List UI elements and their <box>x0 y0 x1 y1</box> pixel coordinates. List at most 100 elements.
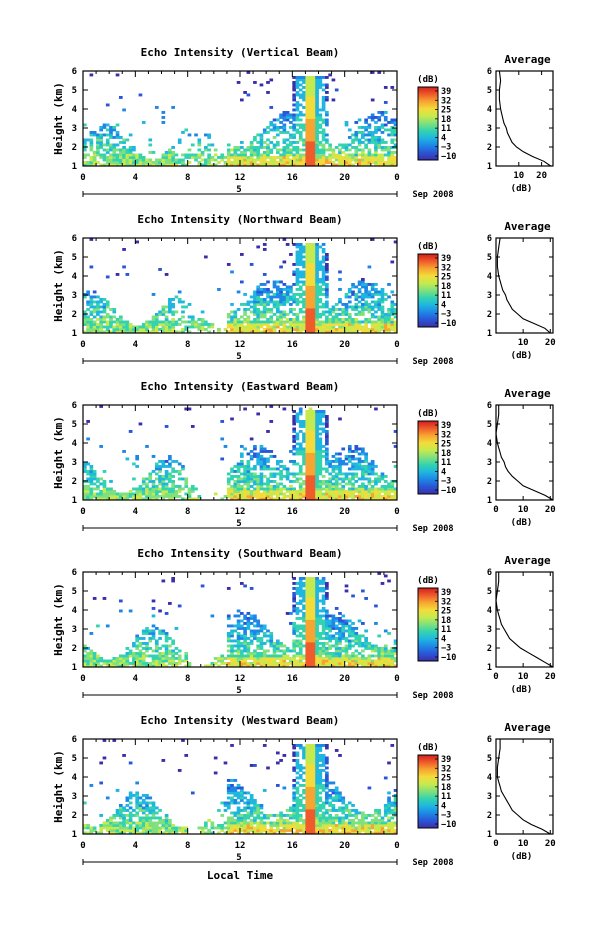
heatmap-cell <box>393 133 398 137</box>
heatmap-cell <box>269 148 274 152</box>
heatmap-cell <box>262 161 267 164</box>
heatmap-cell <box>321 250 326 254</box>
heatmap-cell <box>311 632 316 635</box>
heatmap-cell <box>347 153 352 157</box>
heatmap-cell <box>318 485 323 488</box>
heatmap-cell <box>151 318 156 321</box>
heatmap-cell <box>357 328 362 331</box>
heatmap-cell <box>253 295 257 299</box>
heatmap-cell <box>351 305 355 309</box>
heatmap-cell <box>354 495 359 498</box>
heatmap-cell <box>325 649 329 653</box>
heatmap-cell <box>295 263 300 266</box>
heatmap-cell <box>311 477 316 481</box>
heatmap-cell <box>311 642 316 645</box>
heatmap-cell <box>295 250 300 254</box>
heatmap-cell <box>292 604 296 608</box>
heatmap-cell <box>262 158 267 162</box>
heatmap-cell <box>311 657 316 660</box>
colorbar-tick-label: 32 <box>441 96 451 106</box>
heatmap-cell <box>357 148 362 152</box>
heatmap-cell <box>174 158 179 162</box>
heatmap-cell <box>259 315 264 319</box>
heatmap-cell <box>177 161 182 164</box>
heatmap-cell <box>279 161 283 164</box>
heatmap-cell <box>292 88 296 92</box>
heatmap-cell <box>86 138 90 142</box>
heatmap-cell <box>364 121 368 124</box>
heatmap-cell <box>112 824 117 827</box>
heatmap-cell <box>122 325 126 329</box>
heatmap-cell <box>145 647 149 650</box>
heatmap-cell <box>99 323 104 326</box>
heatmap-cell <box>390 485 395 488</box>
heatmap-cell <box>305 410 310 413</box>
heatmap-cell <box>311 442 316 446</box>
heatmap-cell <box>315 141 319 144</box>
heatmap-cell <box>151 607 156 610</box>
heatmap-cell <box>125 659 130 663</box>
heatmap-cell <box>361 460 365 463</box>
heatmap-cell <box>230 470 234 473</box>
heatmap-cell <box>318 328 323 331</box>
heatmap-cell <box>161 308 166 311</box>
heatmap-cell <box>302 664 306 668</box>
heatmap-cell <box>174 492 179 496</box>
heatmap-cell <box>334 657 339 660</box>
heatmap-cell <box>370 480 375 483</box>
heatmap-cell <box>361 644 365 648</box>
heatmap-cell <box>168 462 172 466</box>
heatmap-cell <box>341 163 346 167</box>
heatmap-cell <box>275 310 280 314</box>
heatmap-cell <box>387 632 391 635</box>
heatmap-cell <box>292 323 296 326</box>
heatmap-cell <box>226 614 231 618</box>
heatmap-cell <box>295 103 300 107</box>
heatmap-cell <box>393 158 398 162</box>
heatmap-cell <box>246 325 251 329</box>
heatmap-cell <box>230 467 234 471</box>
heatmap-cell <box>289 126 293 129</box>
heatmap-cell <box>361 467 365 471</box>
heatmap-cell <box>305 310 310 314</box>
heatmap-cell <box>289 318 293 321</box>
heatmap-cell <box>298 113 303 117</box>
heatmap-cell <box>354 627 359 630</box>
heatmap-cell <box>253 614 257 618</box>
heatmap-cell <box>377 654 382 658</box>
heatmap-cell <box>311 417 316 421</box>
heatmap-cell <box>282 156 287 159</box>
heatmap-cell <box>259 485 264 488</box>
heatmap-cell <box>89 148 94 152</box>
heatmap-cell <box>236 644 241 648</box>
heatmap-cell <box>266 330 270 334</box>
heatmap-cell <box>171 158 175 162</box>
heatmap-cell <box>321 427 326 431</box>
heatmap-cell <box>354 293 359 296</box>
heatmap-cell <box>275 642 280 645</box>
heatmap-cell <box>177 470 182 473</box>
heatmap-cell <box>390 490 395 493</box>
heatmap-cell <box>338 320 342 324</box>
heatmap-cell <box>305 300 310 304</box>
heatmap-cell <box>298 422 303 426</box>
heatmap-cell <box>259 83 264 87</box>
colorbar-tick-label: −3 <box>441 477 451 487</box>
heatmap-cell <box>315 258 319 261</box>
heatmap-cell <box>112 821 117 825</box>
heatmap-cell <box>298 445 303 448</box>
heatmap-cell <box>102 821 107 825</box>
heatmap-cell <box>246 485 251 488</box>
heatmap-cell <box>351 457 355 461</box>
heatmap-cell <box>308 111 313 114</box>
heatmap-cell <box>325 594 329 598</box>
heatmap-cell <box>249 457 254 461</box>
heatmap-cell <box>184 659 189 663</box>
heatmap-cell <box>325 659 329 663</box>
heatmap-cell <box>86 654 90 658</box>
heatmap-cell <box>282 303 287 306</box>
heatmap-cell <box>105 829 110 832</box>
heatmap-cell <box>292 440 296 443</box>
heatmap-cell <box>262 310 267 314</box>
heatmap-cell <box>302 472 306 476</box>
